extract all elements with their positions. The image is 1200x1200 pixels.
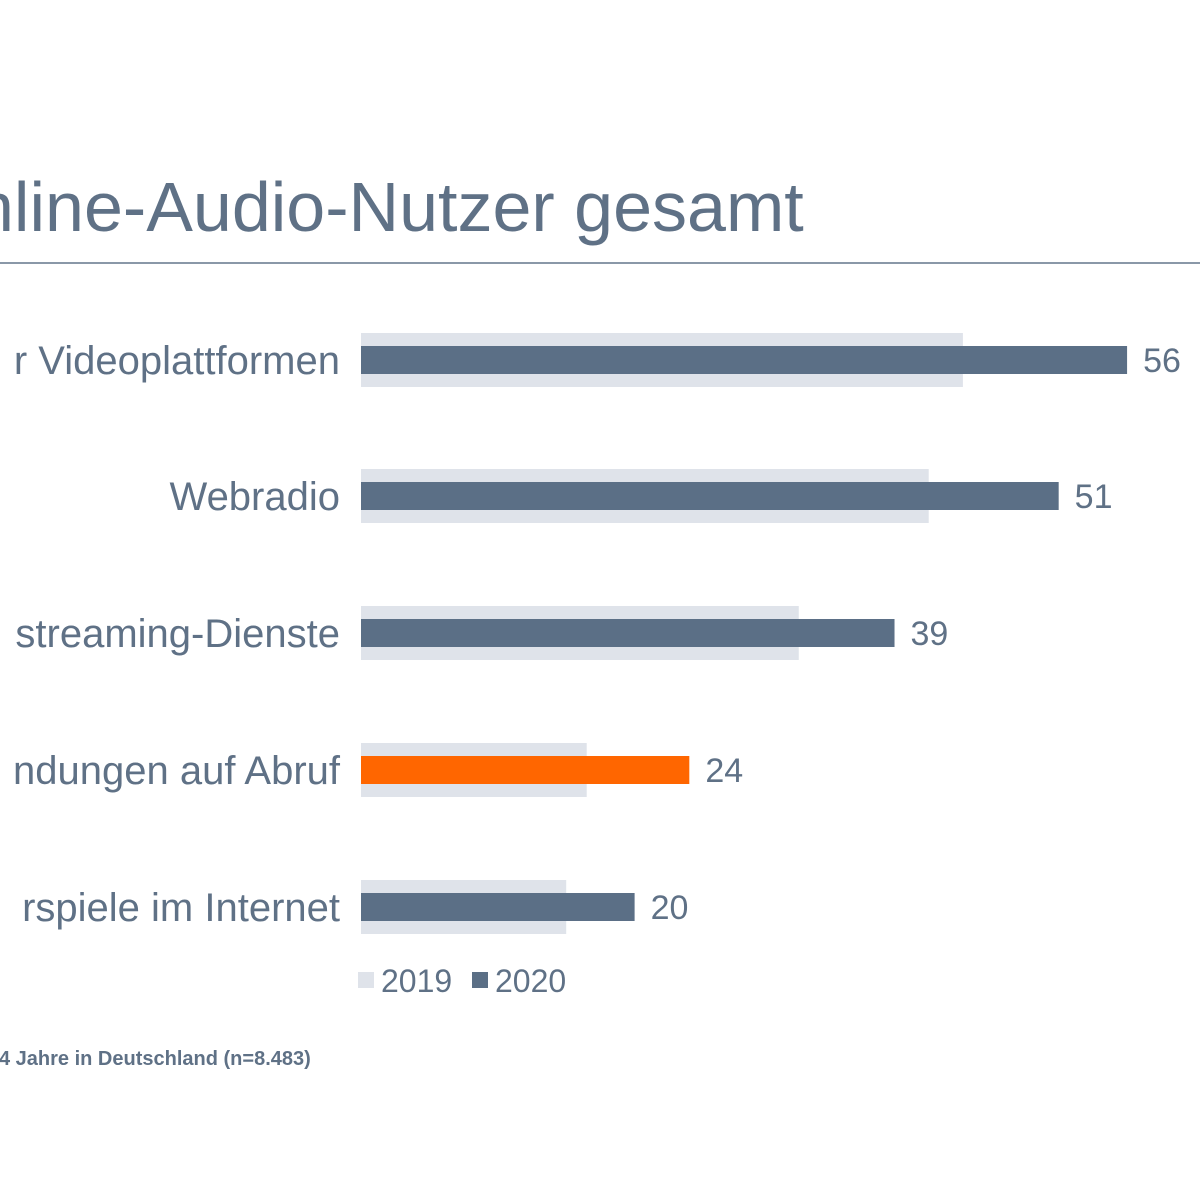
legend-label-2020: 2020 [495, 963, 566, 999]
category-label-2: streaming-Dienste [15, 612, 340, 656]
bar-2020-2 [361, 619, 895, 647]
bar-2020-4 [361, 893, 635, 921]
bar-2020-0 [361, 346, 1128, 374]
legend-label-2019: 2019 [381, 963, 452, 999]
title-divider [0, 262, 1200, 264]
bar-2020-3 [361, 756, 690, 784]
value-label-0: 56 [1143, 342, 1181, 380]
legend-swatch-2020 [472, 972, 488, 988]
category-label-0: r Videoplattformen [14, 339, 340, 383]
value-label-2: 39 [911, 615, 949, 653]
legend-swatch-2019 [358, 972, 374, 988]
bar-2020-1 [361, 482, 1059, 510]
value-label-3: 24 [705, 752, 743, 790]
value-label-4: 20 [651, 889, 689, 927]
value-label-1: 51 [1075, 478, 1113, 516]
footnote: 4 Jahre in Deutschland (n=8.483) [0, 1048, 311, 1070]
category-label-4: rspiele im Internet [22, 886, 340, 930]
category-label-1: Webradio [170, 475, 340, 519]
category-label-3: ndungen auf Abruf [13, 749, 341, 793]
chart-title: nline-Audio-Nutzer gesamt [0, 168, 804, 246]
